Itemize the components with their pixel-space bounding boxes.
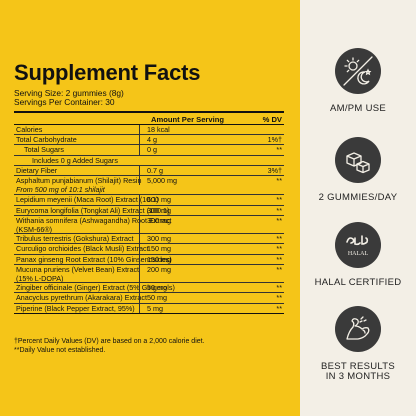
row-amount: 0 g <box>139 145 209 155</box>
table-row: Dietary Fiber 0.7 g 3%† <box>14 165 284 177</box>
halal-badge-text: HALAL <box>348 251 369 257</box>
row-name: Eurycoma longifolia (Tongkat Ali) Extrac… <box>16 205 170 215</box>
halal-icon: HALAL <box>335 222 381 268</box>
feature-am-pm: AM/PM USE <box>300 48 416 114</box>
row-amount: 200 mg <box>139 264 209 283</box>
flexed-arm-icon <box>335 306 381 352</box>
row-name: Piperine (Black Pepper Extract, 95%) <box>16 303 135 313</box>
row-amount: 5 mg <box>139 303 209 313</box>
table-row: Tribulus terrestris (Gokshura) Extract 3… <box>14 234 284 245</box>
row-dv: ** <box>276 293 282 303</box>
row-dv: ** <box>276 205 282 215</box>
row-name: Panax ginseng Root Extract (10% Ginsenos… <box>16 254 172 264</box>
table-row: Mucuna pruriens (Velvet Bean) Extract (1… <box>14 264 284 284</box>
table-row: Calories 18 kcal <box>14 125 284 136</box>
row-name: Includes 0 g Added Sugars <box>32 155 118 165</box>
feature-halal: HALAL HALAL CERTIFIED <box>300 222 416 288</box>
header-dv: % DV <box>262 114 282 124</box>
table-row: Anacyclus pyrethrum (Akarakara) Extract … <box>14 293 284 304</box>
row-amount: 150 mg <box>139 244 209 254</box>
row-name: Withania somnifera (Ashwagandha) Root Ex… <box>16 215 172 225</box>
sun-moon-icon <box>335 48 381 94</box>
row-dv: ** <box>276 264 282 274</box>
table-row: Total Sugars 0 g ** <box>14 145 284 156</box>
feature-gummies: 2 GUMMIES/DAY <box>300 137 416 203</box>
row-name: Total Sugars <box>24 145 64 155</box>
row-name: Tribulus terrestris (Gokshura) Extract <box>16 234 134 244</box>
row-name: Dietary Fiber <box>16 165 58 175</box>
feature-label: AM/PM USE <box>329 103 386 114</box>
row-amount: 600 mg <box>139 195 209 205</box>
row-amount: 50 mg <box>139 293 209 303</box>
facts-table: Amount Per Serving % DV Calories 18 kcal… <box>14 111 284 314</box>
table-row: Asphaltum punjabianum (Shilajit) Resin 5… <box>14 176 284 186</box>
row-name: Calories <box>16 125 43 134</box>
feature-label: HALAL CERTIFIED <box>314 277 402 288</box>
row-dv: 3%† <box>267 165 282 175</box>
table-row: Total Carbohydrate 4 g 1%† <box>14 135 284 146</box>
footnote-not-established: **Daily Value not established. <box>14 347 106 354</box>
row-amount: 50 mg <box>139 283 209 293</box>
row-name-line2: (15% L-DOPA) <box>16 274 64 284</box>
row-name: Zingiber officinale (Ginger) Extract (5%… <box>16 283 175 293</box>
row-name: Curculigo orchioides (Black Musli) Extra… <box>16 244 149 254</box>
row-amount: 300 mg <box>139 205 209 215</box>
header-amount: Amount Per Serving <box>151 114 224 124</box>
row-name: Lepidium meyenii (Maca Root) Extract (10… <box>16 195 159 205</box>
row-amount: 150 mg <box>139 254 209 264</box>
page-title: Supplement Facts <box>14 60 201 85</box>
row-amount: 4 g <box>139 135 209 145</box>
facts-header: Amount Per Serving % DV <box>14 113 284 125</box>
serving-size: Serving Size: 2 gummies (8g) <box>14 88 124 98</box>
row-dv: ** <box>276 145 282 155</box>
table-row: From 500 mg of 10:1 shilajit <box>14 185 284 196</box>
feature-results: BEST RESULTS IN 3 MONTHS <box>300 306 416 382</box>
row-dv: ** <box>276 254 282 264</box>
table-row: Panax ginseng Root Extract (10% Ginsenos… <box>14 254 284 265</box>
feature-label: 2 GUMMIES/DAY <box>318 192 398 203</box>
servings-per-container: Servings Per Container: 30 <box>14 97 115 107</box>
feature-label: BEST RESULTS IN 3 MONTHS <box>321 361 395 382</box>
gummies-icon <box>335 137 381 183</box>
table-row: Lepidium meyenii (Maca Root) Extract (10… <box>14 195 284 206</box>
row-dv: 1%† <box>267 135 282 145</box>
row-name: Total Carbohydrate <box>16 135 77 145</box>
row-amount: 300 mg <box>139 215 209 234</box>
row-amount: 0.7 g <box>139 165 209 176</box>
row-dv: ** <box>276 303 282 313</box>
row-dv: ** <box>276 176 282 186</box>
row-name: Anacyclus pyrethrum (Akarakara) Extract <box>16 293 148 303</box>
row-name: Mucuna pruriens (Velvet Bean) Extract <box>16 264 140 274</box>
table-row: Zingiber officinale (Ginger) Extract (5%… <box>14 283 284 294</box>
table-row: Includes 0 g Added Sugars <box>14 156 284 166</box>
row-dv: ** <box>276 234 282 244</box>
row-name: Asphaltum punjabianum (Shilajit) Resin <box>16 176 142 186</box>
table-row: Piperine (Black Pepper Extract, 95%) 5 m… <box>14 303 284 314</box>
supplement-facts-panel <box>0 0 300 416</box>
row-dv: ** <box>276 195 282 205</box>
row-dv: ** <box>276 283 282 293</box>
row-amount: 300 mg <box>139 234 209 244</box>
row-dv: ** <box>276 244 282 254</box>
row-dv: ** <box>276 215 282 225</box>
footnote-dv: †Percent Daily Values (DV) are based on … <box>14 338 205 345</box>
row-amount: 5,000 mg <box>139 176 209 186</box>
row-amount: 18 kcal <box>139 125 209 135</box>
table-row: Withania somnifera (Ashwagandha) Root Ex… <box>14 215 284 235</box>
row-name: From 500 mg of 10:1 shilajit <box>16 185 105 195</box>
row-name-line2: (KSM-66®) <box>16 225 53 235</box>
table-row: Eurycoma longifolia (Tongkat Ali) Extrac… <box>14 205 284 216</box>
table-row: Curculigo orchioides (Black Musli) Extra… <box>14 244 284 255</box>
